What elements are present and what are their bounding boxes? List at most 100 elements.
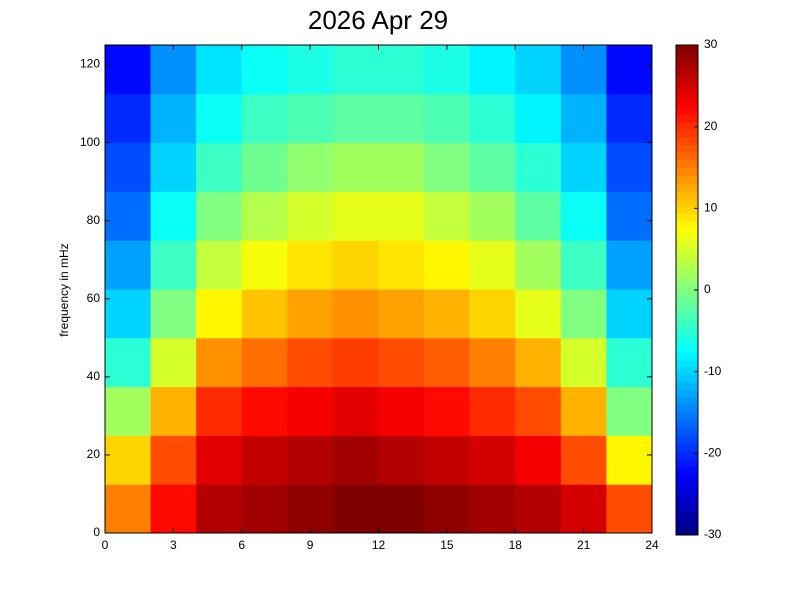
colorbar-segment: [676, 75, 698, 84]
heatmap-cell: [332, 93, 379, 144]
x-tick-label: 9: [307, 538, 314, 552]
heatmap-cell: [241, 142, 288, 192]
colorbar-segment: [676, 182, 698, 191]
colorbar-segment: [676, 290, 698, 299]
heatmap-cell: [332, 289, 379, 339]
heatmap-cell: [150, 435, 197, 485]
heatmap-cell: [241, 386, 288, 436]
x-tick-label: 0: [102, 538, 109, 552]
heatmap-cell: [424, 386, 471, 436]
heatmap-cell: [150, 191, 197, 241]
heatmap-cell: [606, 240, 653, 290]
colorbar-segment: [676, 67, 698, 77]
y-tick-label: 0: [93, 525, 100, 539]
colorbar-segment: [676, 427, 698, 436]
heatmap-cell: [560, 142, 607, 192]
heatmap-cell: [332, 45, 379, 95]
colorbar-segment: [676, 190, 698, 199]
heatmap-cell: [287, 386, 334, 436]
colorbar-segment: [676, 251, 698, 260]
heatmap-cell: [378, 484, 425, 534]
colorbar-segment: [676, 443, 698, 452]
colorbar-segment: [676, 213, 698, 222]
heatmap-cell: [515, 484, 562, 534]
heatmap-cell: [469, 484, 516, 534]
heatmap-cell: [606, 337, 653, 388]
heatmap-cell: [515, 337, 562, 388]
heatmap-cell: [606, 191, 653, 241]
colorbar-segment: [676, 52, 698, 61]
heatmap-cell: [606, 93, 653, 144]
y-tick-label: 60: [87, 291, 101, 305]
colorbar-segment: [676, 236, 698, 245]
heatmap-cell: [606, 142, 653, 192]
colorbar-segment: [676, 397, 698, 406]
heatmap-cell: [241, 289, 288, 339]
colorbar-segment: [676, 320, 698, 329]
heatmap-cell: [241, 93, 288, 144]
heatmap-cell: [196, 240, 243, 290]
colorbar-segment: [676, 221, 698, 230]
y-tick-label: 80: [87, 213, 101, 227]
heatmap-cell: [150, 45, 197, 95]
heatmap-cell: [424, 45, 471, 95]
colorbar-segment: [676, 205, 698, 214]
colorbar-segment: [676, 527, 698, 536]
colorbar-segment: [676, 512, 698, 521]
colorbar-segment: [676, 244, 698, 253]
heatmap-cell: [606, 386, 653, 436]
heatmap-cell: [196, 337, 243, 388]
heatmap-cell: [469, 386, 516, 436]
heatmap-cell: [105, 142, 152, 192]
colorbar-segment: [676, 98, 698, 107]
heatmap-cell: [469, 142, 516, 192]
heatmap-cell: [287, 191, 334, 241]
heatmap-cell: [424, 240, 471, 290]
heatmap-cell: [150, 337, 197, 388]
heatmap-cell: [424, 93, 471, 144]
heatmap-cell: [332, 386, 379, 436]
heatmap-cell: [560, 337, 607, 388]
heatmap-cell: [560, 484, 607, 534]
heatmap-cell: [424, 289, 471, 339]
colorbar-segment: [676, 60, 698, 69]
heatmap-cell: [287, 435, 334, 485]
colorbar-segment: [676, 90, 698, 100]
heatmap-cell: [515, 191, 562, 241]
heatmap-cell: [196, 93, 243, 144]
heatmap-cell: [105, 386, 152, 436]
heatmap-cell: [469, 337, 516, 388]
colorbar-segment: [676, 305, 698, 314]
heatmap-cell: [560, 240, 607, 290]
heatmap-cell: [150, 484, 197, 534]
heatmap-cell: [560, 191, 607, 241]
heatmap-cell: [241, 45, 288, 95]
colorbar-segment: [676, 167, 698, 176]
heatmap-cell: [150, 386, 197, 436]
colorbar-segment: [676, 481, 698, 490]
colorbar-segment: [676, 129, 698, 138]
heatmap-cell: [196, 142, 243, 192]
heatmap-cell: [469, 45, 516, 95]
x-tick-label: 15: [440, 538, 454, 552]
chart-title: 2026 Apr 29: [308, 5, 448, 35]
colorbar-segment: [676, 259, 698, 268]
colorbar-segment: [676, 335, 698, 345]
y-tick-label: 20: [87, 447, 101, 461]
heatmap-cell: [424, 435, 471, 485]
colorbar-segment: [676, 175, 698, 184]
colorbar-segment: [676, 152, 698, 161]
colorbar-segment: [676, 404, 698, 413]
x-tick-label: 24: [645, 538, 659, 552]
heatmap-cell: [105, 93, 152, 144]
colorbar-segment: [676, 343, 698, 352]
colorbar-tick-label: -10: [704, 364, 722, 378]
colorbar-segment: [676, 450, 698, 459]
heatmap-cell: [196, 191, 243, 241]
colorbar-segment: [676, 504, 698, 513]
colorbar-segment: [676, 106, 698, 115]
heatmap-cell: [287, 337, 334, 388]
colorbar-segment: [676, 312, 698, 322]
heatmap-cell: [515, 435, 562, 485]
